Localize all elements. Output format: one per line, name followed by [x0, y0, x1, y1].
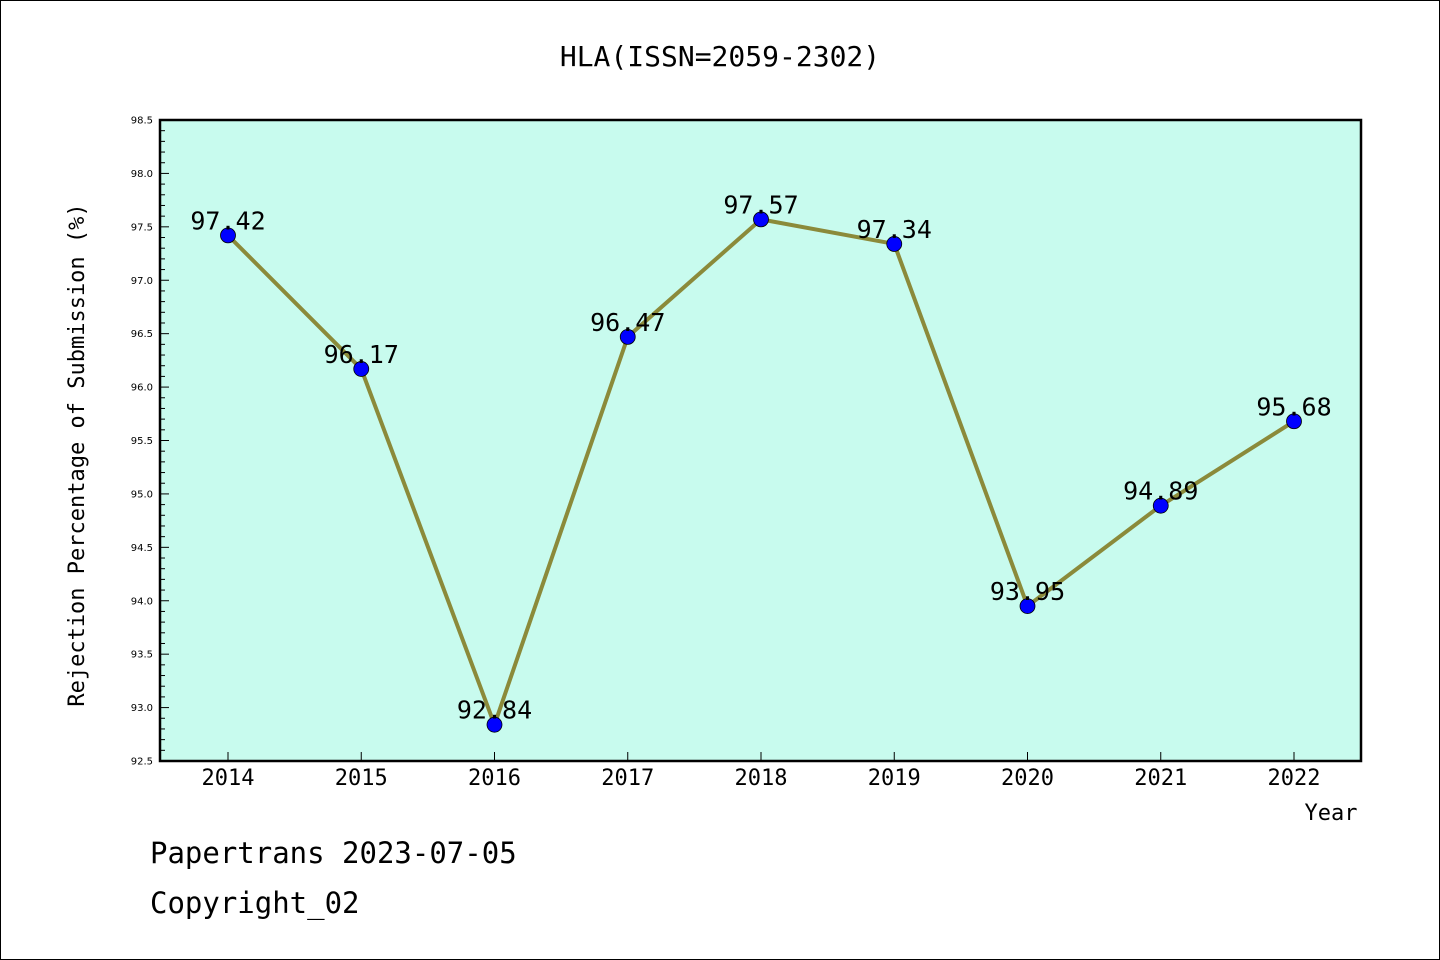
x-tick-label: 2019 — [868, 766, 921, 791]
y-tick-label: 95.5 — [131, 436, 153, 447]
y-tick-label: 96.5 — [131, 329, 153, 340]
data-label: 97.34 — [857, 215, 932, 244]
y-tick-label: 98.5 — [131, 116, 153, 127]
y-tick-label: 93.5 — [131, 650, 153, 661]
x-axis-ticks: 2014 2015 2016 2017 2018 2019 2020 2021 2022 — [202, 752, 1321, 791]
y-tick-label: 98.0 — [131, 169, 153, 180]
data-label: 97.42 — [190, 206, 265, 235]
x-tick-label: 2015 — [335, 766, 388, 791]
y-tick-label: 92.5 — [131, 757, 153, 768]
data-point-marker — [353, 361, 370, 377]
data-point-marker — [1019, 598, 1036, 614]
data-point-marker — [1286, 413, 1302, 430]
data-label: 93.95 — [990, 577, 1065, 606]
data-label: 94.89 — [1123, 477, 1198, 506]
x-tick-label: 2022 — [1268, 766, 1321, 791]
y-tick-label: 96.0 — [131, 383, 153, 394]
data-series — [220, 211, 1302, 733]
data-label: 96.47 — [590, 308, 665, 337]
data-point-marker — [1152, 497, 1169, 514]
x-tick-label: 2016 — [468, 766, 521, 791]
data-labels: 97.42 96.17 92.84 96.47 97.57 97.34 93.95 94.89… — [190, 190, 1331, 724]
y-axis-ticks: 92.5 93.0 93.5 94.0 94.5 95.0 95.5 96.0 96.5 97.0… — [131, 116, 169, 768]
data-label: 92.84 — [457, 696, 532, 725]
y-tick-label: 93.0 — [131, 703, 153, 714]
x-axis-label: Year — [1305, 801, 1358, 826]
y-axis-label: Rejection Percentage of Submission (%) — [65, 203, 90, 706]
x-tick-label: 2020 — [1001, 766, 1054, 791]
data-label: 97.57 — [723, 190, 798, 219]
y-tick-label: 95.0 — [131, 489, 153, 500]
data-label: 96.17 — [324, 340, 399, 369]
chart-title: HLA(ISSN=2059-2302) — [560, 40, 880, 73]
x-tick-label: 2021 — [1134, 766, 1187, 791]
data-point-marker — [619, 328, 636, 345]
x-tick-label: 2017 — [601, 766, 654, 791]
y-tick-label: 97.0 — [131, 276, 153, 287]
data-label: 95.68 — [1256, 392, 1331, 421]
data-point-marker — [886, 236, 903, 252]
data-point-marker — [753, 211, 769, 228]
footer-copyright: Copyright_02 — [150, 886, 360, 921]
footer-date: Papertrans 2023-07-05 — [150, 836, 517, 870]
data-point-marker — [486, 716, 503, 733]
data-point-marker — [220, 227, 236, 244]
x-tick-label: 2018 — [735, 766, 788, 791]
plot-border — [158, 118, 1363, 763]
y-tick-label: 94.5 — [131, 543, 153, 554]
y-tick-label: 94.0 — [131, 596, 153, 607]
x-tick-label: 2014 — [202, 766, 255, 791]
y-tick-label: 97.5 — [131, 222, 153, 233]
